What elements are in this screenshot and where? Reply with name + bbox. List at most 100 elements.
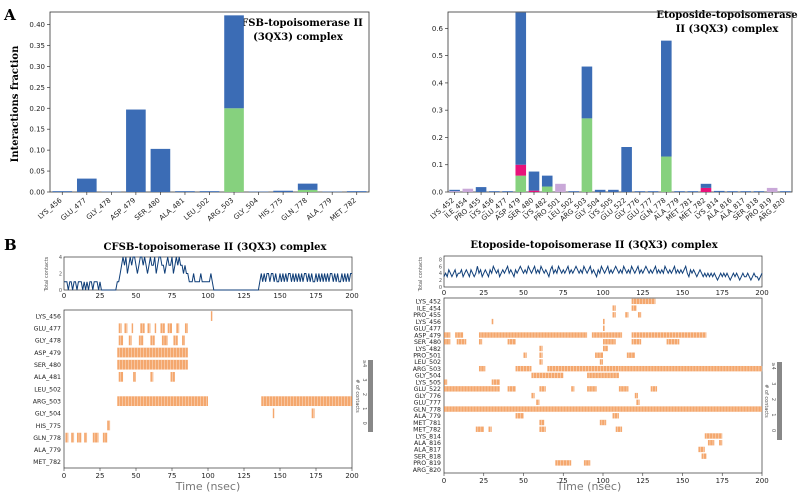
b2-contact-band xyxy=(478,365,486,372)
b1-residue-label: LYS_456 xyxy=(36,313,61,320)
b1-scale-title: # of contacts xyxy=(354,379,360,413)
b2-residue-label: GLU_777 xyxy=(414,400,441,407)
b1-xtick-label: 50 xyxy=(132,472,141,480)
b2-contact-band xyxy=(615,426,623,432)
b2-contact-band xyxy=(595,352,603,358)
b1-contact-band xyxy=(182,335,185,346)
b2-residue-label: ALA_816 xyxy=(414,440,441,447)
b1-heatmap-frame xyxy=(63,309,353,469)
b1-scale-label: 3 xyxy=(361,378,367,381)
b2-residue-label: PRO_455 xyxy=(413,312,441,319)
b2-contact-band xyxy=(719,440,723,446)
b2-contact-band xyxy=(478,339,483,345)
b2-contact-band xyxy=(587,372,619,379)
a1-ytick-label: 0.40 xyxy=(29,21,45,29)
b1-contacts-scale-bar xyxy=(368,360,373,432)
a1-xtick-label: GLN_778 xyxy=(280,196,309,222)
b2-residue-label: LYS_505 xyxy=(416,379,441,386)
b2-contact-band xyxy=(612,312,616,318)
b1-contact-band xyxy=(65,432,69,443)
b2-contact-band xyxy=(603,318,605,325)
a2-ytick-label: 0.1 xyxy=(432,161,443,169)
a2-title-line-2: II (3QX3) complex xyxy=(676,24,780,35)
a1-bar-green xyxy=(297,189,318,192)
b2-contact-band xyxy=(698,446,705,453)
a2-ytick-label: 0.2 xyxy=(432,134,443,142)
a1-ytick-label: 0.05 xyxy=(29,168,45,176)
b2-residue-label: LYS_814 xyxy=(416,433,441,440)
a1-bar-blue xyxy=(273,190,293,192)
b2-contact-band xyxy=(701,453,707,459)
a1-bar-green xyxy=(224,108,244,192)
b2-contact-band xyxy=(618,365,762,372)
b2-residue-label: LYS_452 xyxy=(416,299,441,306)
b2-total-contacts-label: Total contacts xyxy=(418,256,424,292)
a2-bar-green xyxy=(541,186,553,192)
b2-contact-band xyxy=(631,298,656,305)
b1-contact-band xyxy=(131,323,134,334)
b1-scale-label: 1 xyxy=(361,407,367,410)
b1-residue-label: ARG_503 xyxy=(33,398,61,405)
a2-bar-blue xyxy=(661,40,672,157)
a2-bar-blue xyxy=(713,190,725,192)
a1-title-line-1: CFSB-topoisomerase II xyxy=(233,18,363,29)
panel-letter-a: A xyxy=(3,6,16,24)
b2-total-xtick-label: 75 xyxy=(559,289,568,297)
b2-contact-band xyxy=(599,359,603,365)
a2-bar-lavender xyxy=(555,183,566,192)
b2-scale-title: # of contacts xyxy=(763,384,769,418)
b1-total-ytick-label: 2 xyxy=(59,272,62,278)
b2-title: Etoposide-topoisomerase II (3QX3) comple… xyxy=(470,240,718,251)
b2-xtick-label: 125 xyxy=(636,477,649,485)
b2-contact-band xyxy=(634,392,638,399)
b2-contact-band xyxy=(488,426,492,432)
b2-contact-band xyxy=(583,460,591,466)
a1-ylabel: Interactions fraction xyxy=(10,45,21,162)
b2-total-xtick-label: 100 xyxy=(596,289,609,297)
a2-bar-blue xyxy=(449,189,460,192)
b2-residue-label: GLN_778 xyxy=(413,406,441,413)
a1-xtick-label: GLY_478 xyxy=(85,196,113,221)
a2-bar-pink xyxy=(515,164,527,176)
a2-bar-lavender xyxy=(462,188,474,192)
b2-residue-label: GLU_522 xyxy=(414,386,441,393)
a2-bar-blue xyxy=(515,12,527,165)
a1-bar-blue xyxy=(297,183,318,190)
b2-residue-label: GLU_477 xyxy=(414,326,441,333)
a2-ytick-label: 0.3 xyxy=(432,107,443,115)
b2-residue-label: GLY_776 xyxy=(415,393,441,400)
b2-contact-band xyxy=(491,379,500,385)
a2-bar-blue xyxy=(621,147,632,192)
b2-scale-label: 0 xyxy=(770,429,776,432)
b1-xtick-label: 175 xyxy=(309,472,322,480)
b2-contact-band xyxy=(491,318,494,325)
b1-residue-label: MET_782 xyxy=(33,459,61,466)
panel-letter-b: B xyxy=(4,236,17,254)
b1-contact-band xyxy=(92,432,99,443)
b2-contact-band xyxy=(539,426,546,432)
b1-contact-band xyxy=(161,335,168,346)
b2-xtick-label: 100 xyxy=(596,477,609,485)
chart-etoposide-interactions: Etoposide-topoisomerase II (3QX3) comple… xyxy=(429,10,798,223)
b2-xtick-label: 75 xyxy=(559,477,568,485)
b2-contact-band xyxy=(637,312,642,318)
b1-contact-band xyxy=(154,323,157,334)
b1-contact-band xyxy=(261,396,352,407)
a2-bar-blue xyxy=(674,191,685,192)
b1-residue-label: LEU_502 xyxy=(34,386,61,393)
b1-xlabel: Time (nsec) xyxy=(175,480,241,493)
b2-contact-band xyxy=(475,426,484,432)
b1-contact-band xyxy=(107,420,111,431)
b2-residue-label: ALA_779 xyxy=(414,413,441,420)
b1-xtick-label: 0 xyxy=(62,472,66,480)
b2-contact-band xyxy=(626,352,635,358)
chart-cfsb-interactions: Interactions fraction CFSB-topoisomerase… xyxy=(10,11,370,223)
a1-ytick-label: 0.00 xyxy=(29,189,45,197)
b1-contact-band xyxy=(124,323,128,334)
b1-total-xtick-label: 25 xyxy=(96,292,105,300)
b2-contact-band xyxy=(612,413,619,419)
b2-contact-band xyxy=(539,419,545,426)
b2-total-frame xyxy=(443,255,763,288)
b1-contact-band xyxy=(128,335,132,346)
a1-xtick-label: ASP_479 xyxy=(109,196,137,222)
